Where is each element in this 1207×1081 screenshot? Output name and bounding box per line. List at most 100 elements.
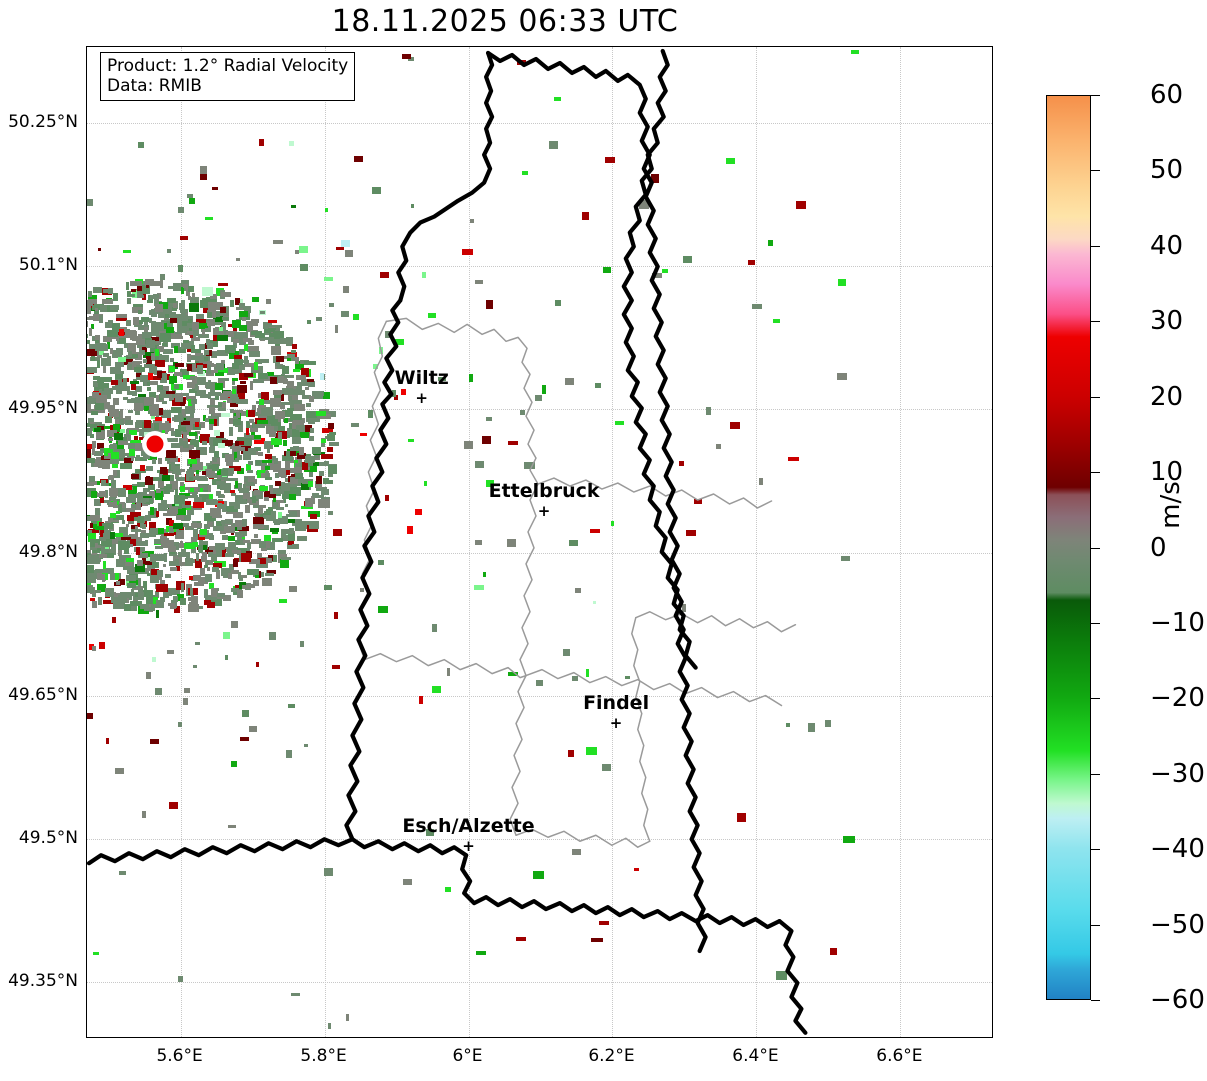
radar-echo-cell bbox=[124, 415, 131, 421]
city-name: Ettelbruck bbox=[488, 479, 600, 502]
colorbar-tick-mark bbox=[1091, 773, 1100, 775]
radar-echo-cell bbox=[91, 461, 95, 468]
radar-echo-layer bbox=[87, 47, 992, 1037]
radar-echo-cell bbox=[295, 360, 304, 370]
radar-echo-cell bbox=[267, 371, 274, 378]
radar-echo-cell bbox=[155, 590, 159, 598]
colorbar-tick-mark bbox=[1091, 396, 1100, 398]
radar-echo-cell bbox=[189, 303, 200, 312]
gridline-horizontal bbox=[87, 409, 992, 411]
map-borders bbox=[87, 48, 808, 1035]
radar-echo-cell bbox=[220, 360, 226, 366]
radar-echo-cell bbox=[174, 605, 180, 613]
radar-echo-cell bbox=[231, 522, 239, 527]
radar-echo-cell bbox=[328, 441, 340, 447]
radar-echo-cell bbox=[291, 518, 303, 526]
radar-echo-cell bbox=[181, 514, 191, 521]
radar-echo-cell bbox=[105, 322, 114, 328]
radar-echo-cell bbox=[291, 483, 297, 490]
y-axis-tick-label: 50.1°N bbox=[18, 255, 78, 276]
gridline-vertical bbox=[324, 47, 326, 1037]
radar-echo-cell bbox=[283, 440, 287, 446]
radar-echo-cell bbox=[132, 391, 137, 396]
radar-echo-cell bbox=[294, 509, 301, 518]
x-axis-tick-label: 5.6°E bbox=[156, 1046, 203, 1066]
radar-echo-cell bbox=[172, 374, 177, 383]
radar-echo-cell bbox=[234, 297, 241, 305]
radar-echo-cell bbox=[142, 581, 148, 589]
colorbar-gradient bbox=[1047, 96, 1090, 999]
gridline-vertical bbox=[612, 47, 614, 1037]
radar-echo-cell bbox=[275, 425, 285, 432]
radar-echo-cell bbox=[234, 585, 242, 590]
radar-site-marker[interactable] bbox=[146, 435, 164, 453]
radar-echo-cell bbox=[251, 427, 255, 437]
radar-echo-cell bbox=[211, 413, 224, 418]
radar-echo-cell bbox=[88, 528, 101, 533]
colorbar-tick-label: −30 bbox=[1150, 758, 1205, 789]
radar-echo-cell bbox=[159, 535, 167, 540]
radar-echo-cell bbox=[228, 564, 234, 572]
radar-echo-cell bbox=[124, 547, 130, 555]
radar-echo-cell bbox=[180, 368, 190, 377]
radar-echo-cell bbox=[89, 597, 96, 601]
city-name: Findel bbox=[583, 692, 650, 715]
gridline-horizontal bbox=[87, 695, 992, 697]
radar-echo-cell bbox=[290, 402, 297, 409]
radar-echo-cell bbox=[237, 410, 250, 417]
radar-echo-cell bbox=[275, 341, 280, 349]
x-axis-tick-label: 5.8°E bbox=[300, 1046, 347, 1066]
radar-echo-cell bbox=[275, 473, 279, 478]
city-name: Esch/Alzette bbox=[402, 814, 535, 837]
city-marker-icon: + bbox=[415, 389, 428, 408]
radar-echo-cell bbox=[181, 413, 186, 418]
radar-echo-cell bbox=[100, 376, 112, 383]
radar-echo-cell bbox=[142, 488, 151, 492]
radar-echo-cell bbox=[227, 323, 234, 327]
radar-echo-cell bbox=[170, 474, 174, 482]
radar-echo-cell bbox=[144, 363, 156, 368]
colorbar-tick-mark bbox=[1091, 95, 1100, 96]
radar-echo-cell bbox=[134, 386, 143, 392]
radar-echo-cell bbox=[190, 336, 200, 341]
radar-echo-cell bbox=[180, 300, 186, 304]
colorbar-tick-label: 60 bbox=[1150, 80, 1184, 110]
radar-echo-cell bbox=[126, 523, 130, 528]
radar-echo-cell bbox=[127, 298, 131, 305]
gridline-vertical bbox=[468, 47, 470, 1037]
radar-echo-cell bbox=[137, 319, 144, 324]
radar-echo-cell bbox=[144, 403, 154, 412]
y-axis-tick-label: 49.5°N bbox=[18, 827, 78, 848]
radar-echo-cell bbox=[224, 477, 233, 482]
gridline-vertical bbox=[756, 47, 758, 1037]
colorbar-tick-mark bbox=[1091, 245, 1100, 247]
y-axis-tick-label: 50.25°N bbox=[8, 112, 78, 133]
colorbar-tick-mark bbox=[1091, 472, 1100, 474]
info-data: Data: RMIB bbox=[107, 76, 202, 97]
radar-echo-cell bbox=[179, 484, 185, 492]
colorbar[interactable] bbox=[1046, 95, 1091, 1000]
radar-echo-cell bbox=[93, 310, 99, 316]
radar-echo-cell bbox=[285, 478, 289, 482]
radar-echo-cell bbox=[168, 312, 177, 318]
plot-inner: Wiltz + Ettelbruck + Findel + Esch/Alzette + bbox=[87, 47, 992, 1037]
radar-echo-cell bbox=[254, 438, 266, 445]
city-label-findel: Findel + bbox=[583, 694, 649, 731]
radar-echo-cell bbox=[153, 341, 161, 345]
radar-echo-cell bbox=[254, 533, 259, 539]
gridline-horizontal bbox=[87, 552, 992, 554]
radar-echo-cell bbox=[139, 502, 149, 506]
colorbar-tick-mark bbox=[1091, 924, 1100, 926]
radar-echo-cell bbox=[287, 541, 292, 549]
radar-echo-cell bbox=[112, 592, 117, 598]
city-marker-icon: + bbox=[537, 501, 551, 520]
y-axis-tick-label: 49.8°N bbox=[18, 541, 78, 562]
radar-echo-cell bbox=[324, 461, 329, 466]
colorbar-label: m/s bbox=[1156, 481, 1186, 529]
radar-map-plot[interactable]: Wiltz + Ettelbruck + Findel + Esch/Alzette + bbox=[86, 46, 993, 1038]
colorbar-tick-label: −10 bbox=[1150, 607, 1205, 638]
gridline-horizontal bbox=[87, 266, 992, 268]
radar-echo-cell bbox=[241, 446, 249, 454]
radar-echo-cell bbox=[114, 378, 127, 386]
radar-echo-cell bbox=[322, 428, 333, 434]
